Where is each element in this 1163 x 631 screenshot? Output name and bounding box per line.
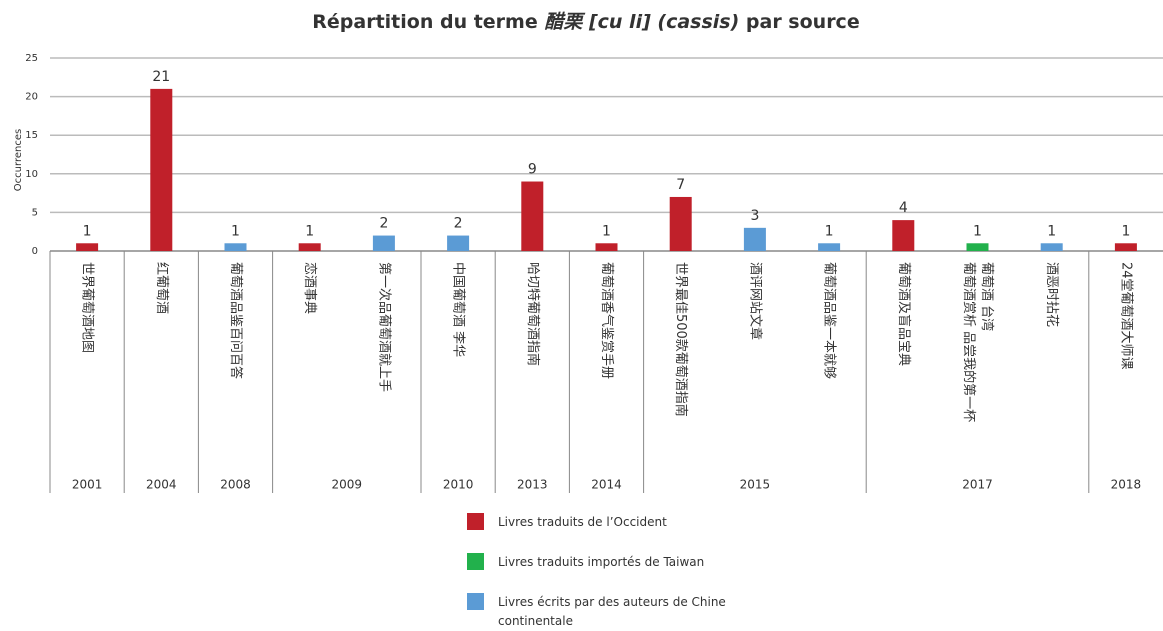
year-label: 2017 [962, 478, 993, 492]
value-label: 9 [528, 162, 537, 178]
value-label: 1 [973, 223, 982, 239]
x-tick-label: 恋酒事典 [302, 262, 318, 314]
bar [447, 235, 470, 251]
value-label: 1 [825, 223, 834, 239]
legend-label: Livres écrits par des auteurs de Chine c… [498, 595, 726, 628]
x-tick-label: 世界葡萄酒地图 [80, 262, 95, 353]
title-part: 醋栗 [cu li] (cassis) [544, 11, 739, 33]
bar [1114, 243, 1137, 251]
bar [892, 220, 915, 251]
y-tick-label: 20 [25, 92, 38, 103]
value-label: 2 [454, 216, 463, 232]
bar [818, 243, 841, 251]
year-label: 2010 [443, 478, 474, 492]
x-tick-label: 红葡萄酒 [154, 262, 170, 314]
year-label: 2018 [1111, 478, 1142, 492]
year-label: 2013 [517, 478, 548, 492]
legend-swatch [467, 513, 484, 530]
bar [669, 196, 692, 251]
legend-label: Livres traduits de l’Occident [498, 515, 667, 529]
value-label: 4 [899, 200, 908, 216]
value-label: 3 [750, 208, 759, 224]
value-label: 2 [379, 216, 388, 232]
x-tick-label: 葡萄酒品鉴一本就够 [822, 262, 837, 379]
legend-label: Livres traduits importés de Taiwan [498, 555, 705, 569]
value-label: 21 [152, 69, 170, 85]
value-label: 7 [676, 177, 685, 193]
value-label: 1 [83, 223, 92, 239]
bar [743, 227, 766, 251]
legend-item: Livres écrits par des auteurs de Chine c… [467, 593, 758, 631]
title-part: Répartition du terme [312, 11, 544, 33]
legend-swatch [467, 593, 484, 610]
bar [76, 243, 99, 251]
value-label: 1 [1121, 223, 1130, 239]
y-tick-label: 5 [32, 207, 38, 218]
year-label: 2008 [220, 478, 251, 492]
value-label: 1 [305, 223, 314, 239]
y-tick-label: 10 [25, 169, 38, 180]
x-tick-label: 葡萄酒香气鉴赏手册 [599, 262, 615, 379]
bar [1040, 243, 1063, 251]
x-tick-label: 葡萄酒 台湾 [979, 262, 995, 331]
x-tick-label: 葡萄酒品鉴百问百答 [228, 262, 244, 379]
legend-swatch [467, 553, 484, 570]
y-tick-label: 25 [25, 53, 38, 64]
bar [595, 243, 618, 251]
year-label: 2009 [332, 478, 363, 492]
title-part: par source [739, 11, 859, 33]
bar [224, 243, 247, 251]
year-label: 2004 [146, 478, 177, 492]
bar [372, 235, 395, 251]
bar [150, 88, 173, 251]
x-tick-label: 酒恶时拈花 [1044, 262, 1060, 327]
value-label: 1 [231, 223, 240, 239]
year-label: 2015 [740, 478, 771, 492]
x-tick-label: 葡萄酒赏析 品尝我的第一杯 [961, 262, 977, 422]
y-tick-label: 0 [32, 246, 38, 257]
x-tick-label: 24堂葡萄酒大师课 [1118, 262, 1133, 370]
x-tick-label: 中国葡萄酒 李华 [451, 262, 466, 357]
bar [966, 243, 989, 251]
x-tick-label: 酒评网站文章 [747, 262, 763, 340]
x-tick-label: 第一次品葡萄酒就上手 [376, 262, 392, 392]
value-label: 1 [602, 223, 611, 239]
legend-item: Livres traduits de l’Occident [467, 513, 758, 532]
y-axis-label: Occurrences [13, 129, 24, 191]
year-label: 2001 [72, 478, 103, 492]
bar [298, 243, 321, 251]
chart-title: Répartition du terme 醋栗 [cu li] (cassis)… [312, 11, 859, 33]
y-tick-label: 15 [25, 130, 38, 141]
bar [521, 181, 544, 251]
value-label: 1 [1047, 223, 1056, 239]
year-label: 2014 [591, 478, 622, 492]
x-tick-label: 世界最佳500款葡萄酒指南 [673, 262, 689, 417]
x-tick-label: 哈切特葡萄酒指南 [525, 262, 541, 366]
legend-item: Livres traduits importés de Taiwan [467, 553, 758, 572]
x-tick-label: 葡萄酒及盲品宝典 [896, 262, 912, 366]
